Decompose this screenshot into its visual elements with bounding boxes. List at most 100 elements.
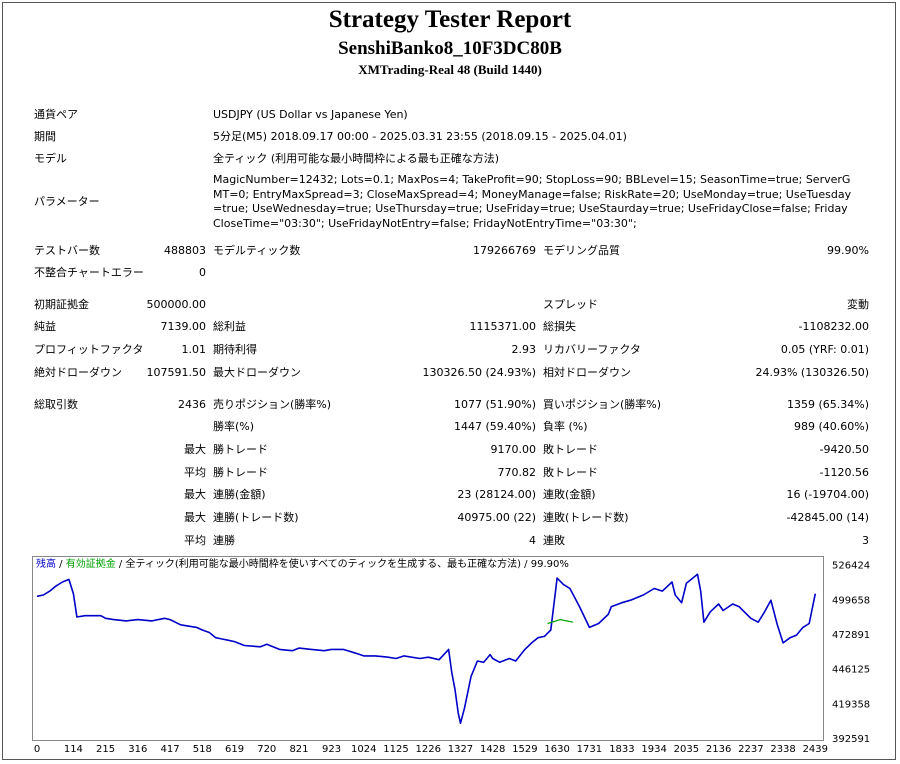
x-tick-label: 2035 bbox=[674, 744, 699, 755]
loss-pct-label: 負率 (%) bbox=[543, 420, 588, 433]
gross-loss-value: -1108232.00 bbox=[798, 320, 869, 333]
period-label: 期間 bbox=[34, 130, 56, 143]
balance-chart-frame bbox=[32, 556, 824, 741]
avg-cons-win-value: 4 bbox=[529, 534, 536, 547]
win-pct-label: 勝率(%) bbox=[213, 420, 255, 433]
equity-line bbox=[547, 618, 574, 625]
abs-dd-label: 絶対ドローダウン bbox=[34, 366, 122, 379]
params-value: MagicNumber=12432; Lots=0.1; MaxPos=4; T… bbox=[213, 173, 852, 230]
x-tick-label: 1529 bbox=[512, 744, 537, 755]
server-name: XMTrading-Real 48 (Build 1440) bbox=[358, 62, 542, 77]
max-cons-loss-value: 16 (-19704.00) bbox=[786, 488, 869, 501]
x-tick-label: 1428 bbox=[480, 744, 505, 755]
legend-sep: / bbox=[56, 559, 66, 570]
legend-equity: 有効証拠金 bbox=[65, 559, 116, 570]
x-tick-label: 2338 bbox=[770, 744, 795, 755]
max-cons-profit-label: 連勝(トレード数) bbox=[213, 511, 299, 524]
bars-value: 488803 bbox=[164, 244, 206, 257]
params-label: パラメーター bbox=[34, 195, 100, 208]
max-dd-label: 最大ドローダウン bbox=[213, 366, 301, 379]
x-tick-label: 2237 bbox=[738, 744, 763, 755]
model-value: 全ティック (利用可能な最小時間枠による最も正確な方法) bbox=[213, 152, 500, 165]
rel-dd-value: 24.93% (130326.50) bbox=[755, 366, 869, 379]
max-cons-loss-label: 連敗(金額) bbox=[543, 488, 596, 501]
quality-label: モデリング品質 bbox=[543, 244, 620, 257]
y-tick-label: 446125 bbox=[832, 665, 870, 676]
gross-profit-label: 総利益 bbox=[213, 320, 246, 333]
ticks-label: モデルティック数 bbox=[213, 244, 301, 257]
spread-value: 変動 bbox=[847, 298, 869, 311]
expected-label: 期待利得 bbox=[213, 343, 257, 356]
mismatch-value: 0 bbox=[199, 266, 206, 279]
x-tick-label: 2439 bbox=[803, 744, 828, 755]
avg-cons-word: 平均 bbox=[184, 534, 206, 547]
long-label: 買いポジション(勝率%) bbox=[543, 398, 662, 411]
short-value: 1077 (51.90%) bbox=[453, 398, 536, 411]
avg-loss-label: 敗トレード bbox=[543, 466, 598, 479]
x-tick-label: 518 bbox=[193, 744, 212, 755]
largest-loss-label: 敗トレード bbox=[543, 443, 598, 456]
total-trades-label: 総取引数 bbox=[34, 398, 78, 411]
rel-dd-label: 相対ドローダウン bbox=[543, 366, 631, 379]
model-label: モデル bbox=[34, 152, 67, 165]
x-tick-label: 1226 bbox=[415, 744, 440, 755]
spread-label: スプレッド bbox=[543, 298, 598, 311]
x-tick-label: 923 bbox=[322, 744, 341, 755]
max-cons2-word: 最大 bbox=[184, 511, 206, 524]
max-cons-word: 最大 bbox=[184, 488, 206, 501]
report-title: Strategy Tester Report bbox=[328, 6, 572, 33]
quality-value: 99.90% bbox=[827, 244, 869, 257]
x-tick-label: 1731 bbox=[577, 744, 602, 755]
max-cons-lossamt-label: 連敗(トレード数) bbox=[543, 511, 629, 524]
x-tick-label: 1327 bbox=[448, 744, 473, 755]
total-trades-value: 2436 bbox=[178, 398, 206, 411]
average-word: 平均 bbox=[184, 466, 206, 479]
y-tick-label: 392591 bbox=[832, 734, 870, 745]
max-cons-win-value: 23 (28124.00) bbox=[457, 488, 536, 501]
net-value: 7139.00 bbox=[160, 320, 207, 333]
ea-name: SenshiBanko8_10F3DC80B bbox=[338, 38, 562, 59]
x-tick-label: 0 bbox=[34, 744, 40, 755]
loss-pct-value: 989 (40.60%) bbox=[793, 420, 869, 433]
pf-label: プロフィットファクタ bbox=[34, 343, 144, 356]
period-value: 5分足(M5) 2018.09.17 00:00 - 2025.03.31 23… bbox=[213, 130, 627, 143]
x-tick-label: 215 bbox=[96, 744, 115, 755]
avg-cons-win-label: 連勝 bbox=[213, 534, 235, 547]
x-tick-label: 1125 bbox=[383, 744, 408, 755]
expected-value: 2.93 bbox=[511, 343, 537, 356]
largest-win-value: 9170.00 bbox=[490, 443, 537, 456]
largest-win-label: 勝トレード bbox=[213, 443, 268, 456]
x-tick-label: 1833 bbox=[609, 744, 634, 755]
x-tick-label: 619 bbox=[225, 744, 244, 755]
x-tick-label: 316 bbox=[128, 744, 147, 755]
x-tick-label: 417 bbox=[161, 744, 180, 755]
y-tick-label: 526424 bbox=[832, 561, 870, 572]
y-tick-label: 419358 bbox=[832, 699, 870, 710]
largest-word: 最大 bbox=[184, 443, 206, 456]
recovery-label: リカバリーファクタ bbox=[543, 343, 641, 356]
avg-cons-loss-label: 連敗 bbox=[543, 534, 565, 547]
x-tick-label: 720 bbox=[257, 744, 276, 755]
abs-dd-value: 107591.50 bbox=[146, 366, 207, 379]
avg-cons-loss-value: 3 bbox=[862, 534, 869, 547]
recovery-value: 0.05 (YRF: 0.01) bbox=[780, 343, 869, 356]
max-cons-lossamt-value: -42845.00 (14) bbox=[786, 511, 869, 524]
y-tick-label: 499658 bbox=[832, 595, 870, 606]
long-value: 1359 (65.34%) bbox=[786, 398, 869, 411]
y-tick-label: 472891 bbox=[832, 630, 870, 641]
largest-loss-value: -9420.50 bbox=[819, 443, 869, 456]
short-label: 売りポジション(勝率%) bbox=[213, 398, 332, 411]
win-pct-value: 1447 (59.40%) bbox=[453, 420, 536, 433]
deposit-value: 500000.00 bbox=[146, 298, 207, 311]
ticks-value: 179266769 bbox=[473, 244, 536, 257]
legend-model: 全ティック(利用可能な最小時間枠を使いすべてのティックを生成する、最も正確な方法… bbox=[125, 559, 521, 570]
avg-win-label: 勝トレード bbox=[213, 466, 268, 479]
legend-quality: 99.90% bbox=[530, 559, 569, 570]
max-cons-profit-value: 40975.00 (22) bbox=[457, 511, 536, 524]
legend-sep: / bbox=[520, 559, 531, 570]
max-cons-win-label: 連勝(金額) bbox=[213, 488, 266, 501]
x-tick-label: 114 bbox=[64, 744, 83, 755]
x-tick-label: 2136 bbox=[706, 744, 731, 755]
